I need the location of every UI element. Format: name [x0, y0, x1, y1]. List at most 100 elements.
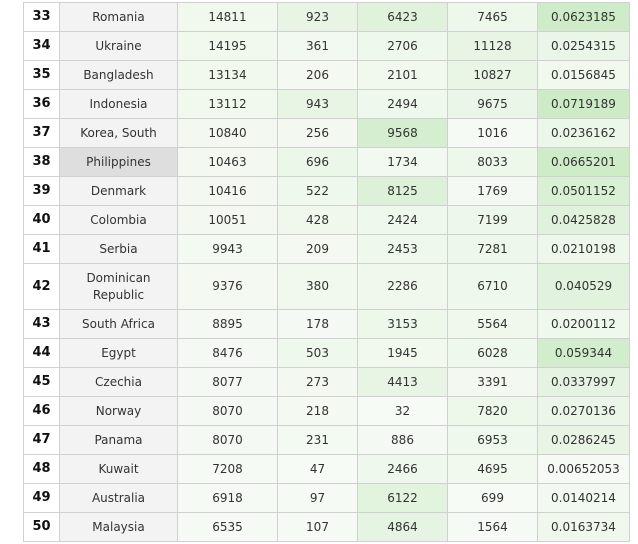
recovered-cell[interactable]: 8125: [357, 176, 448, 206]
rank-cell[interactable]: 43: [23, 309, 60, 339]
deaths-cell[interactable]: 503: [277, 338, 358, 368]
active-cell[interactable]: 4695: [447, 454, 538, 484]
country-cell[interactable]: Ukraine: [59, 31, 178, 61]
table-row[interactable]: 33 Romania 14811 923 6423 7465 0.0623185: [23, 2, 630, 32]
country-cell[interactable]: Colombia: [59, 205, 178, 235]
active-cell[interactable]: 7199: [447, 205, 538, 235]
rate-cell[interactable]: 0.0236162: [537, 118, 630, 148]
deaths-cell[interactable]: 380: [277, 263, 358, 310]
active-cell[interactable]: 6953: [447, 425, 538, 455]
table-row[interactable]: 37 Korea, South 10840 256 9568 1016 0.0236162: [23, 118, 630, 148]
total-cases-cell[interactable]: 9376: [177, 263, 278, 310]
active-cell[interactable]: 8033: [447, 147, 538, 177]
table-row[interactable]: 45 Czechia 8077 273 4413 3391 0.0337997: [23, 367, 630, 397]
total-cases-cell[interactable]: 6535: [177, 512, 278, 542]
active-cell[interactable]: 1016: [447, 118, 538, 148]
active-cell[interactable]: 10827: [447, 60, 538, 90]
deaths-cell[interactable]: 209: [277, 234, 358, 264]
rank-cell[interactable]: 50: [23, 512, 60, 542]
rate-cell[interactable]: 0.059344: [537, 338, 630, 368]
table-row[interactable]: 50 Malaysia 6535 107 4864 1564 0.0163734: [23, 512, 630, 542]
table-row[interactable]: 47 Panama 8070 231 886 6953 0.0286245: [23, 425, 630, 455]
country-cell[interactable]: Australia: [59, 483, 178, 513]
total-cases-cell[interactable]: 14195: [177, 31, 278, 61]
rank-cell[interactable]: 41: [23, 234, 60, 264]
deaths-cell[interactable]: 256: [277, 118, 358, 148]
rate-cell[interactable]: 0.0425828: [537, 205, 630, 235]
deaths-cell[interactable]: 107: [277, 512, 358, 542]
table-row[interactable]: 35 Bangladesh 13134 206 2101 10827 0.0156845: [23, 60, 630, 90]
total-cases-cell[interactable]: 10840: [177, 118, 278, 148]
table-row[interactable]: 48 Kuwait 7208 47 2466 4695 0.00652053: [23, 454, 630, 484]
country-cell[interactable]: South Africa: [59, 309, 178, 339]
deaths-cell[interactable]: 218: [277, 396, 358, 426]
table-row[interactable]: 46 Norway 8070 218 32 7820 0.0270136: [23, 396, 630, 426]
deaths-cell[interactable]: 206: [277, 60, 358, 90]
rank-cell[interactable]: 44: [23, 338, 60, 368]
recovered-cell[interactable]: 2101: [357, 60, 448, 90]
table-row[interactable]: 42 Dominican Republic 9376 380 2286 6710 0.040…: [23, 263, 630, 310]
recovered-cell[interactable]: 4864: [357, 512, 448, 542]
deaths-cell[interactable]: 361: [277, 31, 358, 61]
rank-cell[interactable]: 46: [23, 396, 60, 426]
recovered-cell[interactable]: 2453: [357, 234, 448, 264]
rank-cell[interactable]: 36: [23, 89, 60, 119]
rate-cell[interactable]: 0.0163734: [537, 512, 630, 542]
rate-cell[interactable]: 0.0140214: [537, 483, 630, 513]
total-cases-cell[interactable]: 8077: [177, 367, 278, 397]
deaths-cell[interactable]: 522: [277, 176, 358, 206]
total-cases-cell[interactable]: 10463: [177, 147, 278, 177]
deaths-cell[interactable]: 923: [277, 2, 358, 32]
rate-cell[interactable]: 0.0337997: [537, 367, 630, 397]
country-cell[interactable]: Romania: [59, 2, 178, 32]
deaths-cell[interactable]: 428: [277, 205, 358, 235]
table-row[interactable]: 40 Colombia 10051 428 2424 7199 0.0425828: [23, 205, 630, 235]
active-cell[interactable]: 3391: [447, 367, 538, 397]
deaths-cell[interactable]: 273: [277, 367, 358, 397]
total-cases-cell[interactable]: 8476: [177, 338, 278, 368]
total-cases-cell[interactable]: 13112: [177, 89, 278, 119]
rate-cell[interactable]: 0.0719189: [537, 89, 630, 119]
recovered-cell[interactable]: 9568: [357, 118, 448, 148]
active-cell[interactable]: 6028: [447, 338, 538, 368]
table-row[interactable]: 39 Denmark 10416 522 8125 1769 0.0501152: [23, 176, 630, 206]
rank-cell[interactable]: 33: [23, 2, 60, 32]
recovered-cell[interactable]: 32: [357, 396, 448, 426]
country-cell[interactable]: Malaysia: [59, 512, 178, 542]
country-cell[interactable]: Philippines: [59, 147, 178, 177]
rate-cell[interactable]: 0.00652053: [537, 454, 630, 484]
total-cases-cell[interactable]: 8895: [177, 309, 278, 339]
table-row[interactable]: 41 Serbia 9943 209 2453 7281 0.0210198: [23, 234, 630, 264]
deaths-cell[interactable]: 178: [277, 309, 358, 339]
total-cases-cell[interactable]: 8070: [177, 396, 278, 426]
recovered-cell[interactable]: 2494: [357, 89, 448, 119]
rate-cell[interactable]: 0.0200112: [537, 309, 630, 339]
rank-cell[interactable]: 34: [23, 31, 60, 61]
rank-cell[interactable]: 38: [23, 147, 60, 177]
recovered-cell[interactable]: 1945: [357, 338, 448, 368]
recovered-cell[interactable]: 6423: [357, 2, 448, 32]
table-row[interactable]: 44 Egypt 8476 503 1945 6028 0.059344: [23, 338, 630, 368]
rate-cell[interactable]: 0.0270136: [537, 396, 630, 426]
active-cell[interactable]: 699: [447, 483, 538, 513]
deaths-cell[interactable]: 97: [277, 483, 358, 513]
total-cases-cell[interactable]: 6918: [177, 483, 278, 513]
deaths-cell[interactable]: 696: [277, 147, 358, 177]
recovered-cell[interactable]: 886: [357, 425, 448, 455]
recovered-cell[interactable]: 4413: [357, 367, 448, 397]
country-cell[interactable]: Kuwait: [59, 454, 178, 484]
table-row[interactable]: 43 South Africa 8895 178 3153 5564 0.0200112: [23, 309, 630, 339]
rate-cell[interactable]: 0.0501152: [537, 176, 630, 206]
active-cell[interactable]: 7820: [447, 396, 538, 426]
recovered-cell[interactable]: 2706: [357, 31, 448, 61]
rate-cell[interactable]: 0.0665201: [537, 147, 630, 177]
active-cell[interactable]: 1564: [447, 512, 538, 542]
rate-cell[interactable]: 0.040529: [537, 263, 630, 310]
country-cell[interactable]: Korea, South: [59, 118, 178, 148]
rate-cell[interactable]: 0.0254315: [537, 31, 630, 61]
recovered-cell[interactable]: 2286: [357, 263, 448, 310]
total-cases-cell[interactable]: 8070: [177, 425, 278, 455]
country-cell[interactable]: Panama: [59, 425, 178, 455]
deaths-cell[interactable]: 47: [277, 454, 358, 484]
country-cell[interactable]: Denmark: [59, 176, 178, 206]
